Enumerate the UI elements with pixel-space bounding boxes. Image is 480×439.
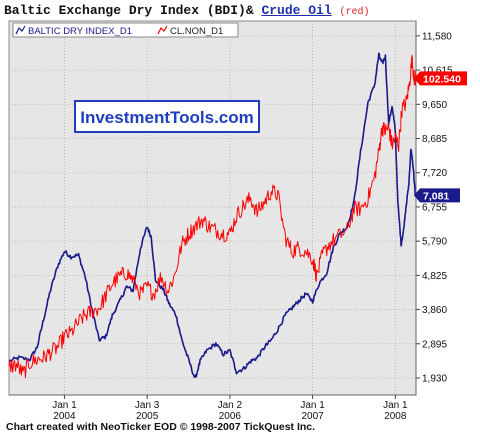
- crude-oil-link[interactable]: Crude Oil: [261, 3, 332, 18]
- series-line-bdi: [8, 52, 416, 378]
- last-value-tag-bdi: [414, 188, 460, 203]
- y-tick-label: 7,720: [422, 168, 447, 179]
- y-tick-label: 5,790: [422, 237, 447, 248]
- x-tick-label-line2: 2007: [301, 411, 324, 422]
- x-tick-label-line1: Jan 3: [135, 400, 160, 411]
- legend-box: [12, 22, 239, 38]
- y-tick-label: 9,650: [422, 100, 447, 111]
- y-tick-label: 6,755: [422, 202, 447, 213]
- y-tick-label: 1,930: [422, 373, 447, 384]
- watermark-text: InvestmentTools.com: [80, 108, 254, 127]
- x-tick-label-line1: Jan 2: [218, 400, 243, 411]
- y-tick-label: 11,580: [422, 31, 452, 42]
- y-tick-label: 4,825: [422, 271, 447, 282]
- x-tick-label-line1: Jan 1: [383, 400, 408, 411]
- legend-oil-label: CL.NON_D1: [170, 26, 223, 37]
- last-value-tag-oil: [414, 71, 467, 86]
- y-axis: 11,580 10,615 9,650 8,685 7,720 6,755 5,790 4,8…: [415, 21, 453, 395]
- title-main: Baltic Exchange Dry Index (BDI)&: [4, 3, 254, 18]
- x-tick-label-line2: 2008: [384, 411, 407, 422]
- series-layer: [8, 52, 417, 379]
- watermark-frame: [74, 100, 260, 133]
- footer-credit: Chart created with NeoTicker EOD © 1998-…: [6, 421, 316, 433]
- legend-bdi-label: BALTIC DRY INDEX_D1: [28, 26, 132, 37]
- x-tick-label-line2: 2006: [219, 411, 242, 422]
- title-note: (red): [339, 7, 370, 18]
- y-tick-label: 2,895: [422, 339, 447, 350]
- legend-oil-icon: [157, 25, 168, 35]
- plot-area: [8, 20, 417, 396]
- y-tick-label: 3,860: [422, 305, 447, 316]
- last-value-label-oil: 102.540: [423, 73, 461, 85]
- x-tick-label-line2: 2005: [136, 411, 159, 422]
- last-value-label-bdi: 7,081: [423, 190, 449, 202]
- series-line-oil: [8, 54, 417, 379]
- x-tick-label-line1: Jan 1: [52, 400, 77, 411]
- watermark-box: InvestmentTools.com: [74, 100, 260, 133]
- y-tick-label: 8,685: [422, 134, 447, 145]
- legend-bdi-icon: [15, 25, 26, 35]
- last-value-tags: 7,081 102.540: [414, 71, 467, 203]
- x-tick-label-line2: 2004: [53, 411, 76, 422]
- legend: BALTIC DRY INDEX_D1 CL.NON_D1: [12, 22, 239, 38]
- y-tick-label: 10,615: [422, 66, 453, 77]
- gridlines: [9, 21, 416, 395]
- chart-title: Baltic Exchange Dry Index (BDI)& Crude O…: [4, 3, 370, 18]
- x-tick-label-line1: Jan 1: [300, 400, 325, 411]
